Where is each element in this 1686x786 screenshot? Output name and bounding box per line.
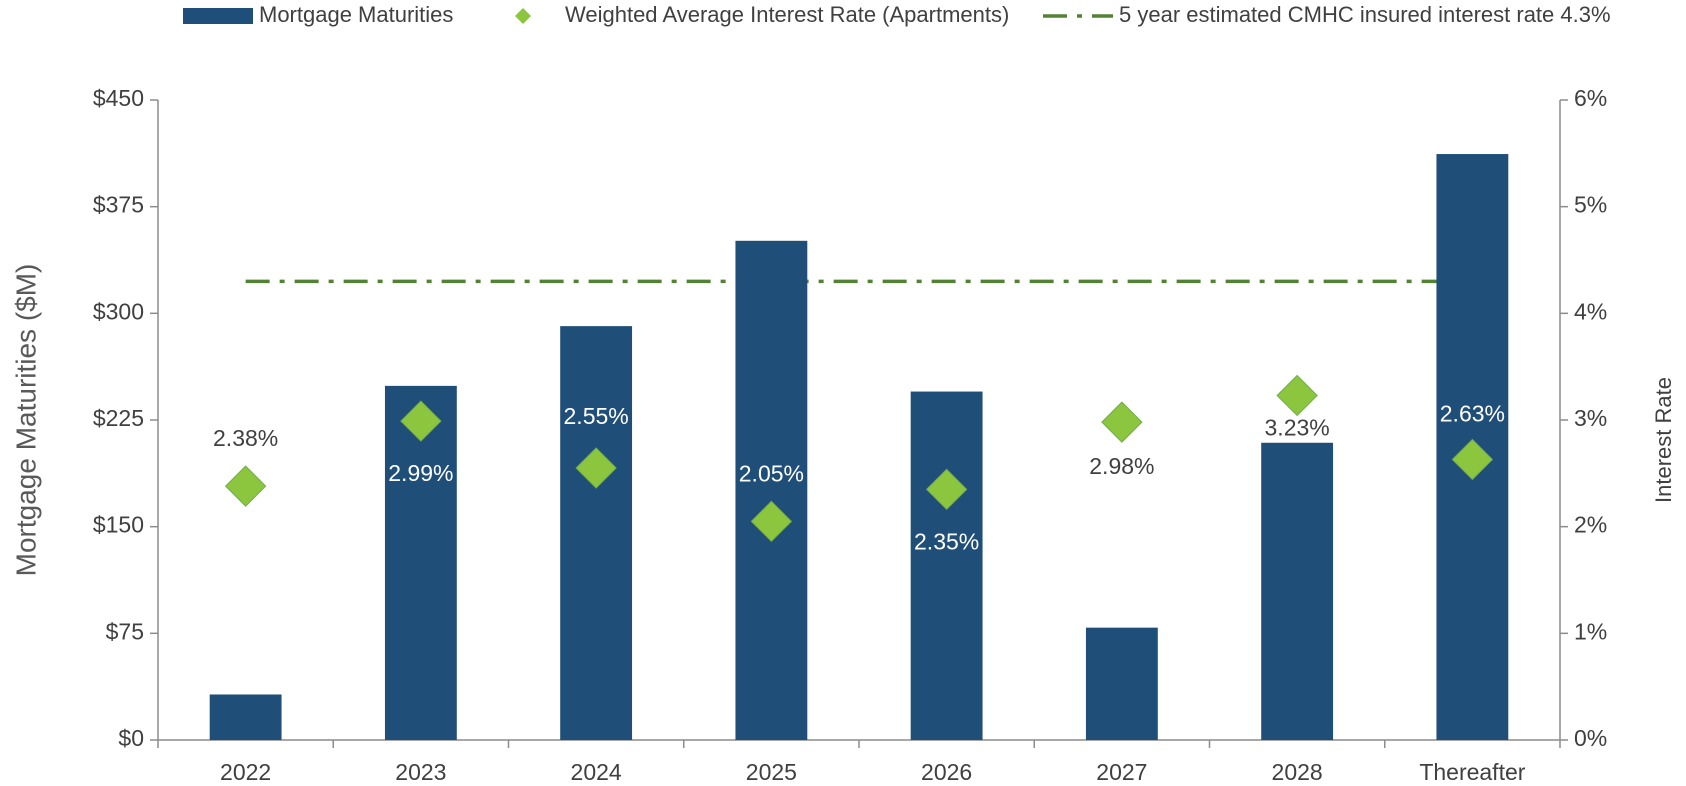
legend-label: 5 year estimated CMHC insured interest r…	[1119, 2, 1611, 27]
marker	[1276, 374, 1318, 417]
bar	[1085, 627, 1158, 740]
x-tick-label: 2025	[746, 759, 797, 785]
data-label: 3.23%	[1265, 415, 1330, 441]
y2-tick-label: 5%	[1574, 192, 1607, 218]
x-tick-label: 2022	[220, 759, 271, 785]
marker	[925, 468, 968, 511]
legend-swatch	[183, 8, 253, 24]
marker	[575, 447, 617, 489]
data-label: 2.99%	[388, 460, 453, 486]
y2-tick-label: 2%	[1574, 512, 1607, 538]
bar	[735, 240, 808, 741]
marker	[1451, 438, 1494, 481]
legend-swatch	[515, 8, 531, 24]
x-tick-label: 2028	[1272, 759, 1323, 785]
y-tick-label: $450	[93, 85, 144, 111]
legend-label: Weighted Average Interest Rate (Apartmen…	[565, 2, 1009, 27]
x-tick-label: Thereafter	[1419, 759, 1525, 785]
data-label: 2.38%	[213, 425, 278, 451]
marker	[750, 500, 793, 543]
y2-tick-label: 3%	[1574, 405, 1607, 431]
bar	[560, 326, 633, 740]
x-tick-label: 2026	[921, 759, 972, 785]
y2-tick-label: 4%	[1574, 298, 1607, 324]
marker	[1101, 401, 1143, 443]
marker	[400, 400, 442, 442]
bar	[1261, 442, 1334, 740]
y2-axis-label: Interest Rate	[1651, 377, 1676, 503]
y-tick-label: $150	[93, 512, 144, 538]
marker	[224, 465, 267, 507]
legend-label: Mortgage Maturities	[259, 2, 453, 27]
x-tick-label: 2024	[571, 759, 622, 785]
y2-tick-label: 0%	[1574, 725, 1607, 751]
y2-tick-label: 6%	[1574, 85, 1607, 111]
y-tick-label: $75	[106, 618, 144, 644]
data-label: 2.05%	[739, 460, 804, 486]
data-label: 2.63%	[1440, 401, 1505, 427]
bar	[910, 391, 983, 740]
x-tick-label: 2023	[395, 759, 446, 785]
y-tick-label: $375	[93, 192, 144, 218]
data-label: 2.55%	[564, 403, 629, 429]
data-label: 2.98%	[1089, 453, 1154, 479]
y-tick-label: $225	[93, 405, 144, 431]
y2-tick-label: 1%	[1574, 618, 1607, 644]
x-tick-label: 2027	[1096, 759, 1147, 785]
bar	[384, 385, 457, 740]
y-tick-label: $300	[93, 298, 144, 324]
data-label: 2.35%	[914, 528, 979, 554]
bar	[209, 694, 282, 740]
y-tick-label: $0	[118, 725, 144, 751]
y-axis-label: Mortgage Maturities ($M)	[10, 264, 41, 577]
